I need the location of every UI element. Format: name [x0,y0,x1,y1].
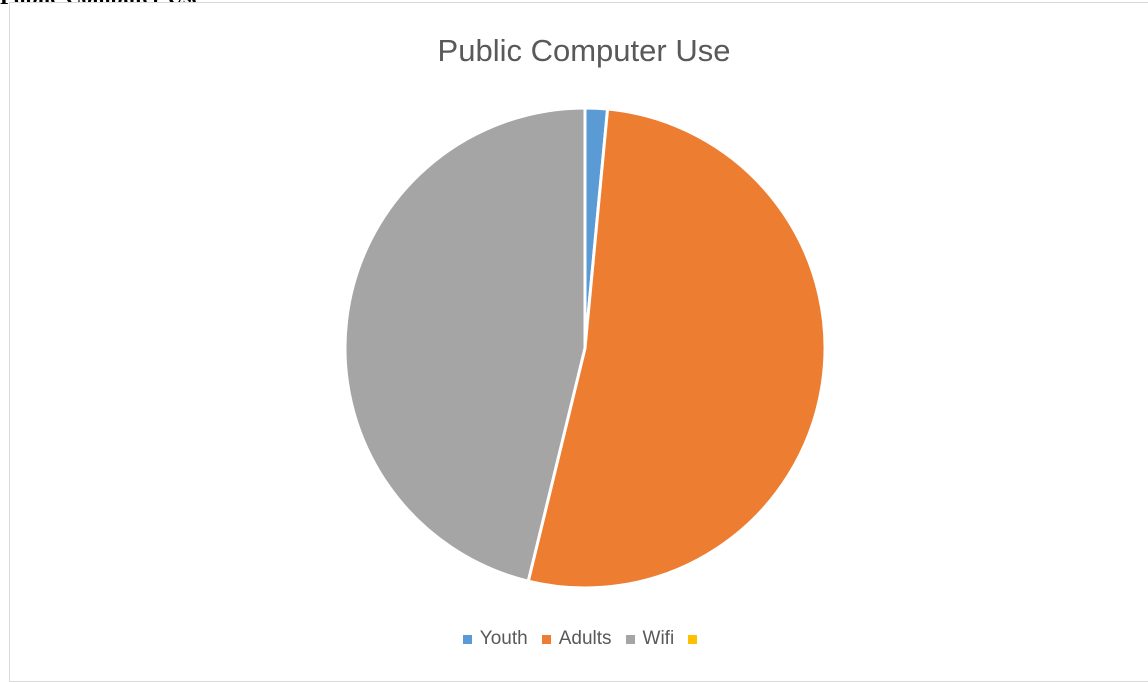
legend-item-youth: Youth [462,628,528,650]
legend-item-wifi: Wifi [625,628,675,650]
legend-item-unnamed [688,628,705,650]
legend-swatch [462,634,472,644]
legend-label: Youth [479,628,528,649]
legend-swatch [625,634,635,644]
legend-label: Adults [558,628,612,649]
legend-label: Wifi [642,628,675,649]
legend-swatch [688,634,698,644]
pie-slice-adults [526,107,827,590]
chart-title: Public Computer Use [437,33,731,68]
pie-slice-wifi [343,106,587,583]
legend-item-adults: Adults [541,628,612,650]
chart-legend: Youth Adults Wifi [0,628,1148,650]
legend-swatch [541,634,551,644]
